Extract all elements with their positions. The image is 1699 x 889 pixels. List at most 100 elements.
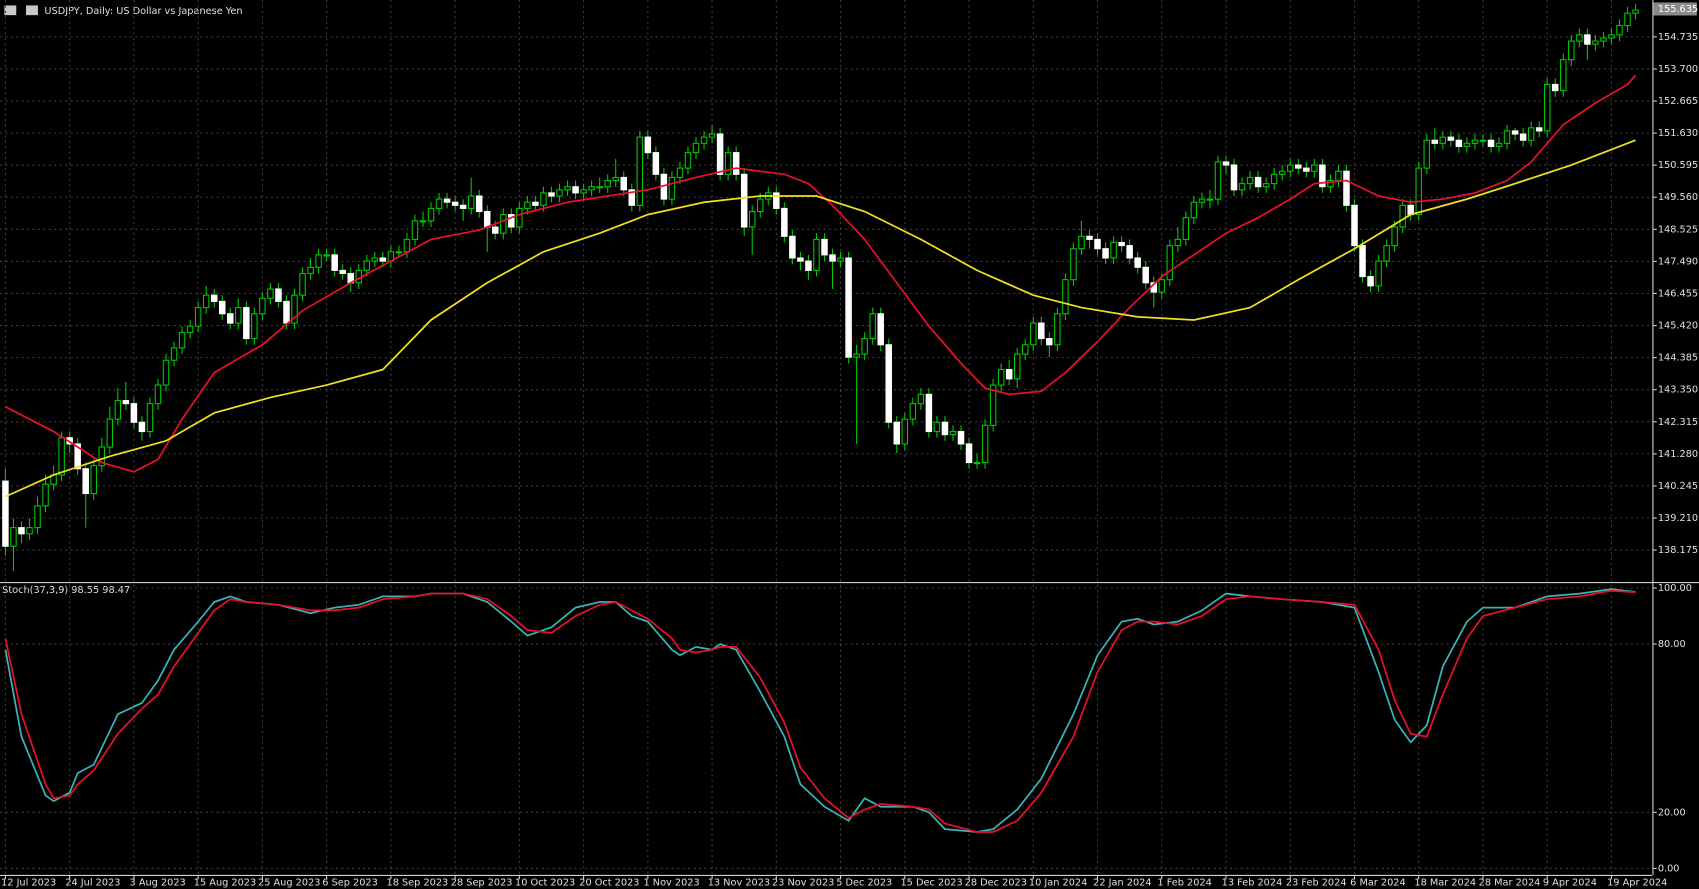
- last-price-label: 155.635: [1658, 4, 1698, 15]
- x-tick-label: 23 Nov 2023: [772, 878, 834, 889]
- candle-body: [1455, 139, 1463, 147]
- candle-body: [1295, 164, 1302, 169]
- candle-body: [532, 201, 539, 206]
- candle-body: [636, 136, 644, 206]
- x-tick-label: 5 Dec 2023: [836, 878, 892, 889]
- x-tick-label: 20 Oct 2023: [579, 878, 639, 889]
- candle-body: [1038, 322, 1045, 340]
- x-tick-label: 12 Jul 2023: [1, 878, 56, 889]
- candle-body: [1166, 245, 1174, 281]
- candle-body: [1624, 12, 1631, 27]
- candle-body: [307, 266, 314, 275]
- candle-body: [411, 220, 419, 240]
- candle-body: [178, 331, 186, 349]
- candle-body: [235, 307, 242, 324]
- x-tick-label: 13 Nov 2023: [708, 878, 770, 889]
- candle-body: [98, 446, 106, 467]
- candle-body: [106, 418, 114, 448]
- candle-body: [957, 431, 965, 445]
- y-tick-label: 146.455: [1658, 288, 1698, 299]
- y-tick-label: 154.735: [1658, 32, 1698, 43]
- candle-body: [740, 173, 748, 228]
- candle-body: [1335, 170, 1342, 182]
- candle-body: [989, 384, 997, 426]
- x-tick-label: 6 Mar 2024: [1350, 878, 1406, 889]
- candle-body: [218, 300, 226, 315]
- candle-body: [757, 198, 764, 213]
- y-tick-label: 80.00: [1658, 639, 1686, 650]
- candle-body: [475, 195, 483, 213]
- candles: [2, 3, 1639, 572]
- x-tick-label: 23 Feb 2024: [1286, 878, 1347, 889]
- candle-body: [371, 257, 379, 262]
- y-tick-label: 151.630: [1658, 128, 1698, 139]
- candle-body: [853, 353, 860, 358]
- candle-body: [1046, 338, 1053, 346]
- candle-body: [965, 443, 973, 464]
- x-tick-label: 19 Apr 2024: [1607, 878, 1667, 889]
- candle-body: [829, 254, 836, 262]
- candle-body: [403, 238, 411, 253]
- candle-body: [243, 307, 250, 340]
- candle-body: [451, 201, 459, 206]
- candle-body: [339, 269, 346, 275]
- candle-body: [1102, 248, 1109, 259]
- candle-body: [901, 418, 909, 445]
- candle-body: [1592, 40, 1599, 45]
- candle-body: [1503, 130, 1511, 144]
- x-tick-label: 28 Dec 2023: [965, 878, 1027, 889]
- candle-body: [74, 443, 81, 470]
- candle-body: [1054, 313, 1061, 346]
- candle-body: [1576, 34, 1583, 42]
- candle-body: [363, 260, 371, 271]
- candle-body: [467, 195, 475, 209]
- candle-body: [556, 189, 563, 197]
- y-tick-label: 142.315: [1658, 417, 1698, 428]
- candle-body: [1423, 139, 1431, 169]
- candle-body: [299, 272, 306, 296]
- x-tick-label: 10 Jan 2024: [1029, 878, 1087, 889]
- candle-body: [1616, 25, 1623, 36]
- x-tick-label: 22 Jan 2024: [1093, 878, 1151, 889]
- candle-body: [1600, 37, 1607, 42]
- candle-body: [251, 313, 258, 340]
- candle-body: [1391, 226, 1398, 247]
- candle-body: [114, 400, 122, 420]
- candle-body: [1383, 245, 1390, 262]
- candle-body: [668, 176, 676, 200]
- candle-body: [676, 167, 684, 178]
- candle-body: [427, 207, 435, 222]
- candle-body: [1359, 245, 1366, 278]
- candle-body: [483, 210, 491, 228]
- candle-body: [1367, 276, 1374, 287]
- x-tick-label: 3 Aug 2023: [130, 878, 186, 889]
- candle-body: [1206, 198, 1214, 201]
- candle-body: [1351, 204, 1358, 247]
- candle-body: [837, 257, 844, 262]
- y-tick-label: 149.560: [1658, 192, 1698, 203]
- candle-body: [1487, 139, 1495, 147]
- candle-body: [283, 300, 290, 324]
- candle-body: [869, 313, 876, 340]
- candle-body: [1568, 40, 1575, 61]
- candle-body: [1198, 198, 1206, 203]
- candle-body: [1399, 204, 1406, 228]
- candle-body: [435, 198, 443, 209]
- candle-body: [1375, 260, 1382, 287]
- candle-body: [524, 201, 531, 209]
- candle-body: [162, 359, 170, 386]
- x-tick-label: 25 Aug 2023: [258, 878, 320, 889]
- candle-body: [1278, 170, 1286, 175]
- candle-body: [1254, 176, 1262, 188]
- candle-body: [1447, 136, 1455, 141]
- x-tick-label: 13 Feb 2024: [1222, 878, 1283, 889]
- candle-body: [789, 235, 796, 259]
- candle-body: [1560, 59, 1567, 92]
- candle-body: [1584, 34, 1591, 45]
- candle-body: [1238, 183, 1246, 191]
- candle-body: [443, 198, 451, 203]
- y-tick-label: 150.595: [1658, 160, 1698, 171]
- candle-body: [170, 347, 178, 361]
